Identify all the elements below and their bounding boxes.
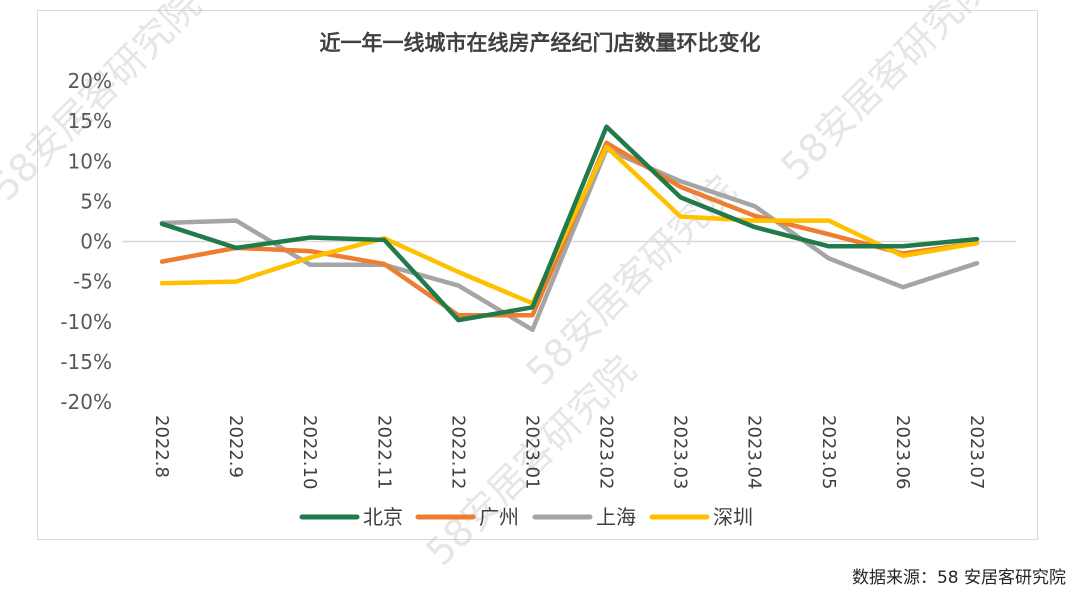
x-tick-label: 2022.8 [151, 415, 172, 478]
y-tick-label: 15% [68, 109, 112, 133]
watermark-text: 58安居客研究院 [773, 0, 1000, 189]
y-tick-label: 20% [68, 69, 112, 93]
x-tick-label: 2023.01 [521, 415, 542, 489]
watermark-text: 58安居客研究院 [0, 0, 209, 209]
x-tick-label: 2023.06 [892, 415, 913, 489]
legend-label: 上海 [596, 505, 636, 529]
x-tick-label: 2023.02 [596, 415, 617, 489]
y-tick-label: -5% [73, 270, 112, 294]
axes: 20% 15% 10% 5% 0% -5% -10% -15% -20% 2022.8 2022.9… [60, 69, 1016, 489]
legend-label: 广州 [479, 505, 519, 529]
y-tick-label: 0% [80, 230, 112, 254]
x-tick-label: 2022.9 [225, 415, 246, 478]
y-tick-label: -10% [60, 310, 112, 334]
x-tick-label: 2023.05 [818, 415, 839, 489]
x-tick-label: 2022.11 [373, 415, 394, 489]
legend-label: 北京 [363, 505, 403, 529]
series-line-上海 [159, 146, 980, 333]
source-note: 数据来源：58 安居客研究院 [851, 568, 1066, 588]
x-tick-label: 2023.04 [744, 415, 765, 489]
x-tick-label: 2022.10 [299, 415, 320, 489]
legend-label: 深圳 [713, 505, 753, 529]
series-line-深圳 [159, 144, 980, 306]
y-tick-label: -15% [60, 350, 112, 374]
series-lines [159, 124, 980, 333]
legend: 北京 广州 上海 深圳 [299, 505, 753, 529]
y-tick-label: 5% [80, 189, 112, 213]
x-tick-label: 2023.07 [966, 415, 987, 489]
x-tick-label: 2023.03 [670, 415, 691, 489]
chart-title: 近一年一线城市在线房产经纪门店数量环比变化 [320, 31, 761, 55]
x-tick-label: 2022.12 [447, 415, 468, 489]
y-tick-label: 10% [68, 149, 112, 173]
series-line-北京 [159, 124, 980, 323]
y-tick-label: -20% [60, 390, 112, 414]
